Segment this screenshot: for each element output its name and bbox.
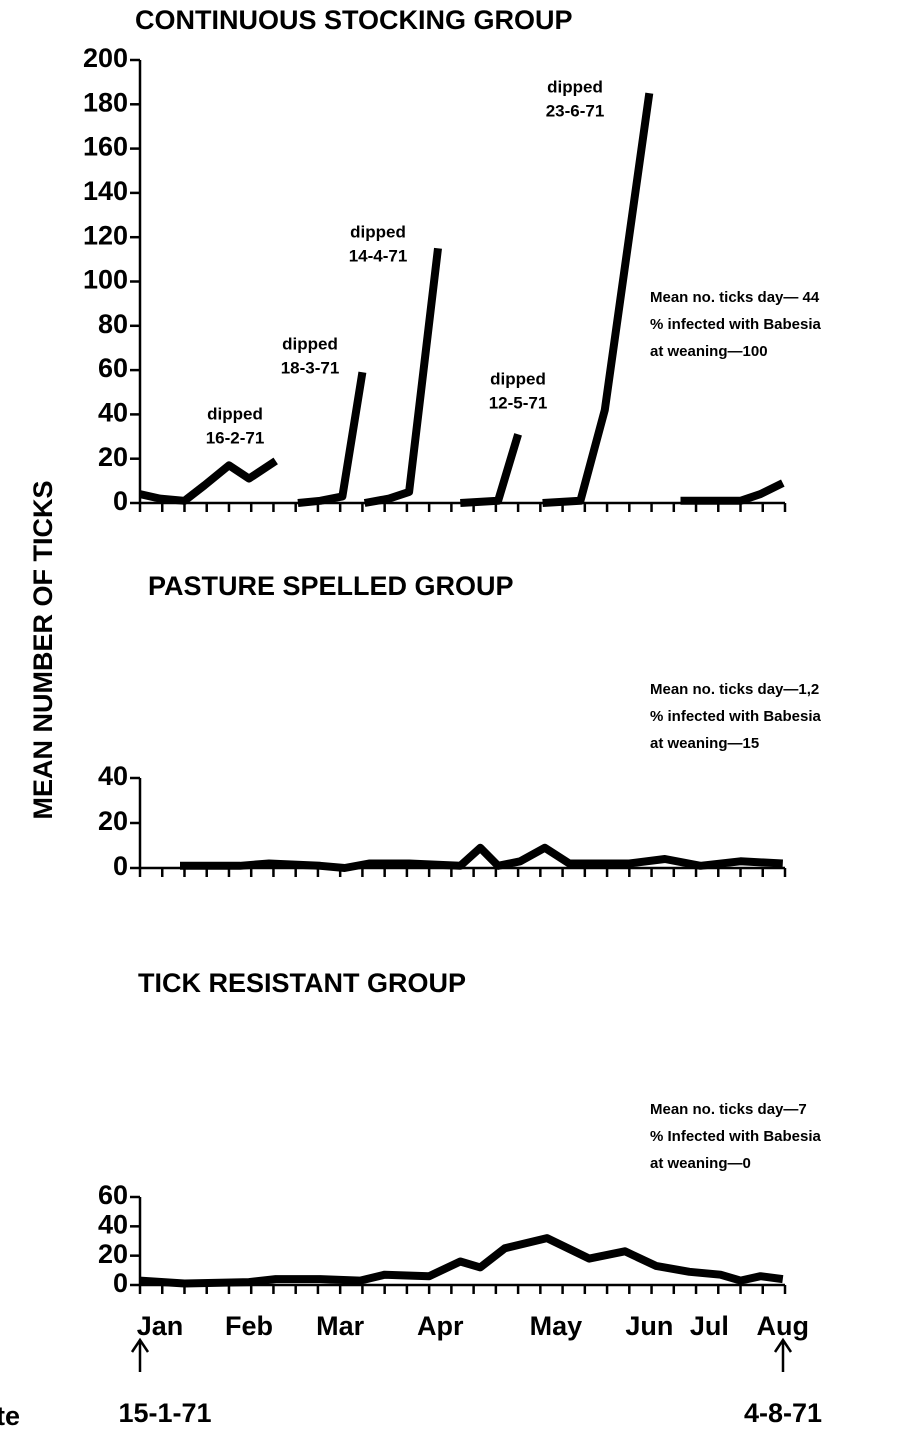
y-tick-label: 120	[83, 220, 128, 250]
y-axis-label: MEAN NUMBER OF TICKS	[28, 481, 58, 820]
x-tick-label: Jan	[137, 1311, 184, 1341]
footer-text: te	[0, 1401, 20, 1431]
x-tick-label: May	[530, 1311, 583, 1341]
x-tick-label: Apr	[417, 1311, 464, 1341]
y-tick-label: 0	[113, 1268, 128, 1298]
x-tick-label: Aug	[757, 1311, 809, 1341]
start-arrow	[130, 1337, 150, 1372]
note: % Infected with Babesia	[650, 1128, 822, 1145]
y-tick-label: 80	[98, 309, 128, 339]
note: at weaning—100	[650, 343, 768, 360]
note: Mean no. ticks day— 44	[650, 289, 820, 306]
annotation: 16-2-71	[206, 428, 265, 447]
annotation: 23-6-71	[546, 101, 605, 120]
annotation: dipped	[350, 222, 406, 241]
note: % infected with Babesia	[650, 316, 822, 333]
note: Mean no. ticks day—1,2	[650, 681, 819, 698]
annotation: dipped	[490, 369, 546, 388]
data-line	[180, 843, 784, 872]
y-tick-label: 180	[83, 87, 128, 117]
data-line	[139, 92, 785, 507]
chart-title: PASTURE SPELLED GROUP	[148, 571, 514, 601]
annotation: 18-3-71	[281, 358, 340, 377]
y-tick-label: 0	[113, 486, 128, 516]
y-tick-label: 140	[83, 176, 128, 206]
annotation: dipped	[207, 404, 263, 423]
note: Mean no. ticks day—7	[650, 1101, 807, 1118]
end-label: 4-8-71	[744, 1398, 822, 1428]
note: % infected with Babesia	[650, 708, 822, 725]
y-tick-label: 60	[98, 353, 128, 383]
y-tick-label: 40	[98, 761, 128, 791]
y-tick-label: 160	[83, 132, 128, 162]
data-line	[139, 1234, 784, 1288]
chart-title: TICK RESISTANT GROUP	[138, 968, 466, 998]
y-tick-label: 20	[98, 806, 128, 836]
x-tick-label: Feb	[225, 1311, 273, 1341]
y-tick-label: 100	[83, 265, 128, 295]
x-tick-label: Jul	[690, 1311, 729, 1341]
y-tick-label: 40	[98, 398, 128, 428]
note: at weaning—0	[650, 1155, 751, 1172]
y-tick-label: 20	[98, 1239, 128, 1269]
annotation: dipped	[547, 77, 603, 96]
note: at weaning—15	[650, 735, 759, 752]
start-label: 15-1-71	[118, 1398, 211, 1428]
y-tick-label: 200	[83, 43, 128, 73]
y-tick-label: 40	[98, 1209, 128, 1239]
annotation: dipped	[282, 334, 338, 353]
annotation: 12-5-71	[489, 393, 548, 412]
x-tick-label: Mar	[316, 1311, 365, 1341]
chart-title: CONTINUOUS STOCKING GROUP	[135, 5, 573, 35]
x-tick-label: Jun	[625, 1311, 673, 1341]
y-tick-label: 20	[98, 442, 128, 472]
y-tick-label: 0	[113, 851, 128, 881]
annotation: 14-4-71	[349, 246, 408, 265]
end-arrow	[773, 1337, 793, 1372]
y-tick-label: 60	[98, 1180, 128, 1210]
